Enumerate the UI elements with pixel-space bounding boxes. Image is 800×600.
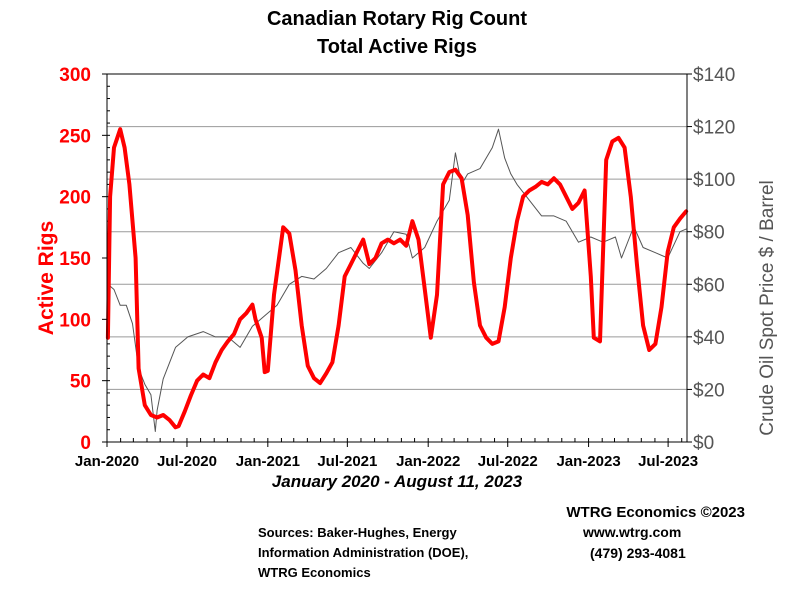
right-tick-label: $60 (693, 275, 725, 296)
footer-website: www.wtrg.com (582, 524, 681, 540)
footer-phone: (479) 293-4081 (590, 545, 686, 561)
right-tick-label: $80 (693, 223, 725, 244)
left-tick-label: 0 (80, 433, 91, 454)
right-tick-label: $20 (693, 380, 725, 401)
right-tick-label: $140 (693, 65, 735, 86)
rig-count-line (105, 127, 689, 430)
left-tick-label: 250 (59, 126, 91, 147)
gridlines (107, 126, 687, 390)
left-axis-ticks: 0 50 100 150 200 250 300 (59, 65, 107, 454)
footer-sources-line-1: Sources: Baker-Hughes, Energy (258, 525, 457, 540)
right-tick-label: $120 (693, 118, 735, 139)
x-axis-ticks: Jan-2020 Jul-2020 Jan-2021 Jul-2021 Jan-2022… (75, 442, 698, 470)
footer-company: WTRG Economics ©2023 (566, 504, 745, 521)
right-tick-label: $0 (693, 433, 714, 454)
x-tick-label: Jul-2021 (317, 453, 377, 470)
x-tick-label: Jan-2023 (556, 453, 620, 470)
x-tick-label: Jan-2021 (236, 453, 300, 470)
footer-sources-line-3: WTRG Economics (258, 565, 371, 580)
right-tick-label: $100 (693, 170, 735, 191)
x-tick-label: Jan-2022 (396, 453, 460, 470)
x-tick-label: Jul-2022 (478, 453, 538, 470)
left-tick-label: 300 (59, 65, 91, 86)
right-tick-label: $40 (693, 328, 725, 349)
x-axis-label: January 2020 - August 11, 2023 (272, 472, 523, 491)
chart-title: Canadian Rotary Rig Count (267, 8, 527, 30)
y-axis-label-left: Active Rigs (35, 221, 58, 335)
x-tick-label: Jul-2023 (638, 453, 698, 470)
left-tick-label: 100 (59, 310, 91, 331)
left-tick-label: 150 (59, 249, 91, 270)
left-tick-label: 200 (59, 188, 91, 209)
oil-price-line (107, 128, 687, 432)
right-axis-ticks: $0 $20 $40 $60 $80 $100 $120 $140 (687, 65, 735, 454)
series-layer (105, 127, 689, 432)
x-tick-label: Jul-2020 (157, 453, 217, 470)
left-tick-label: 50 (70, 372, 91, 393)
x-tick-label: Jan-2020 (75, 453, 139, 470)
chart-subtitle: Total Active Rigs (317, 36, 477, 58)
footer-sources-line-2: Information Administration (DOE), (258, 545, 468, 560)
y-axis-label-right: Crude Oil Spot Price $ / Barrel (757, 180, 778, 436)
